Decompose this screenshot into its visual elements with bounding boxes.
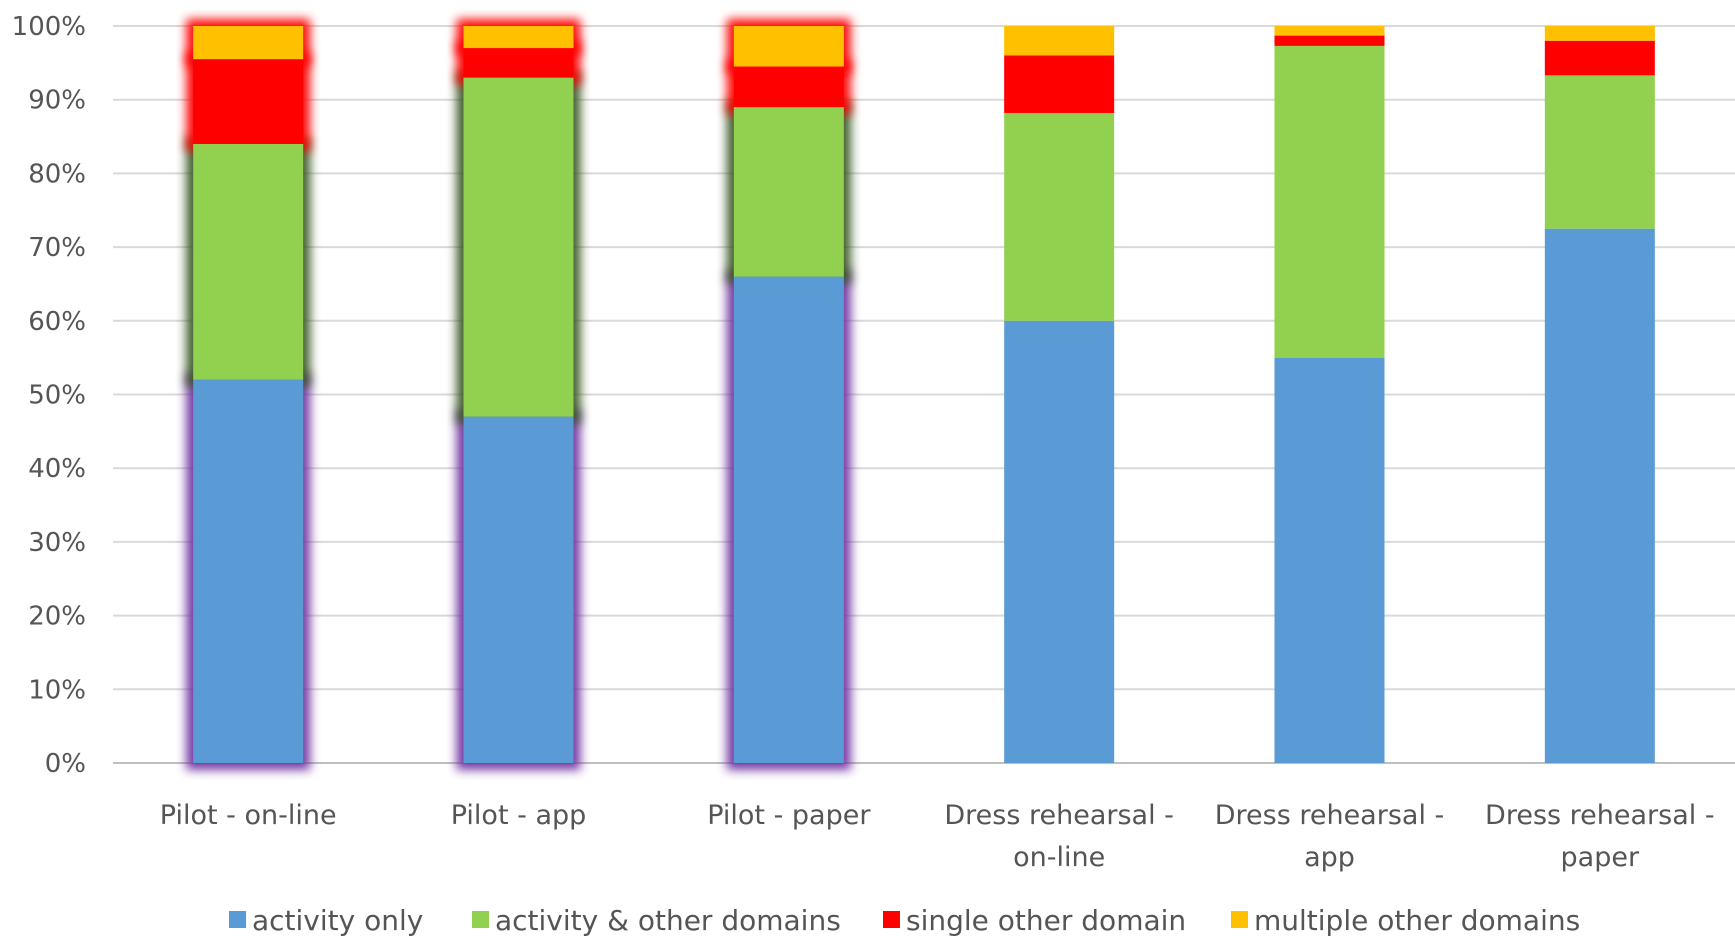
- x-category-label: Pilot - on-line: [160, 800, 337, 831]
- bar-segment-single-other-domain: [1274, 35, 1385, 46]
- legend-swatch: [883, 911, 900, 928]
- bar-segment-multiple-other-domains: [1004, 26, 1115, 56]
- legend-swatch: [1231, 911, 1248, 928]
- x-category-label: Dress rehearsal -: [1215, 800, 1445, 831]
- bar-segment-activity-only: [1004, 320, 1115, 763]
- bar-segment-multiple-other-domains: [733, 26, 844, 67]
- bar-segment-single-other-domain: [733, 66, 844, 108]
- legend: activity only activity & other domains sin…: [229, 904, 1580, 937]
- y-tick-label: 30%: [28, 528, 86, 558]
- bar-segment-activity-other-domains: [1544, 75, 1655, 229]
- bar-segment-activity-other-domains: [1274, 45, 1385, 358]
- bar-segment-activity-other-domains: [733, 107, 844, 277]
- bar-segment-activity-only: [733, 276, 844, 763]
- y-tick-label: 80%: [28, 159, 86, 189]
- legend-label: activity & other domains: [495, 904, 841, 937]
- y-tick-label: 100%: [12, 12, 86, 42]
- bar-segment-single-other-domain: [463, 48, 574, 78]
- bar-segment-activity-only: [1544, 228, 1655, 764]
- y-tick-label: 20%: [28, 602, 86, 632]
- bar-segment-activity-other-domains: [193, 143, 304, 380]
- bar-segment-activity-only: [463, 416, 574, 763]
- x-axis-category-labels: Pilot - on-line Pilot - app Pilot - paper D…: [160, 800, 1715, 873]
- bar-segment-multiple-other-domains: [193, 26, 304, 60]
- bar-segment-single-other-domain: [1544, 40, 1655, 76]
- y-axis-tick-labels: 0% 10% 20% 30% 40% 50% 60% 70% 80% 90% 100%: [12, 12, 86, 779]
- bar-segment-single-other-domain: [193, 59, 304, 144]
- bar-segment-activity-only: [193, 379, 304, 763]
- y-tick-label: 60%: [28, 307, 86, 337]
- y-tick-label: 90%: [28, 86, 86, 116]
- gridlines: [113, 25, 1735, 764]
- bar-segment-activity-other-domains: [1004, 112, 1115, 321]
- y-tick-label: 40%: [28, 454, 86, 484]
- legend-label: activity only: [252, 904, 423, 937]
- legend-swatch: [472, 911, 489, 928]
- y-tick-label: 70%: [28, 233, 86, 263]
- y-tick-label: 0%: [45, 749, 86, 779]
- x-category-label: Dress rehearsal -: [1485, 800, 1715, 831]
- bar-segment-multiple-other-domains: [1544, 26, 1655, 41]
- bars: [193, 26, 1655, 764]
- bar-segment-activity-only: [1274, 357, 1385, 763]
- x-category-label: Pilot - app: [451, 800, 587, 831]
- x-category-label: paper: [1561, 842, 1640, 873]
- legend-label: multiple other domains: [1254, 904, 1580, 937]
- legend-label: single other domain: [906, 904, 1186, 937]
- x-category-label: Dress rehearsal -: [944, 800, 1174, 831]
- x-category-label: Pilot - paper: [707, 800, 871, 831]
- x-category-label: on-line: [1013, 842, 1105, 873]
- bar-segment-multiple-other-domains: [1274, 26, 1385, 36]
- bar-segment-multiple-other-domains: [463, 26, 574, 49]
- bar-segment-activity-other-domains: [463, 77, 574, 417]
- legend-swatch: [229, 911, 246, 928]
- y-tick-label: 10%: [28, 675, 86, 705]
- x-category-label: app: [1304, 842, 1355, 873]
- bar-segment-single-other-domain: [1004, 55, 1115, 113]
- y-tick-label: 50%: [28, 381, 86, 411]
